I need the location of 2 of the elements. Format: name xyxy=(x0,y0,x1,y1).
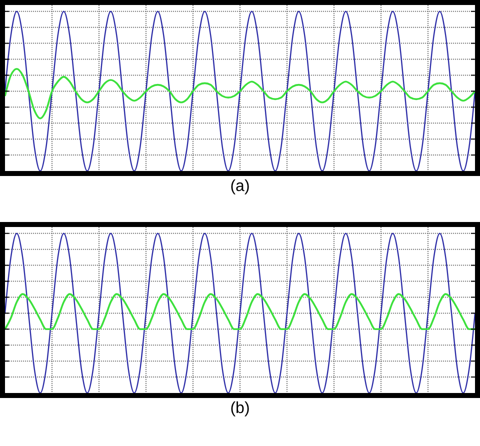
x-axis-title: (a) xyxy=(229,178,251,196)
x-axis-title: (b) xyxy=(229,400,251,418)
